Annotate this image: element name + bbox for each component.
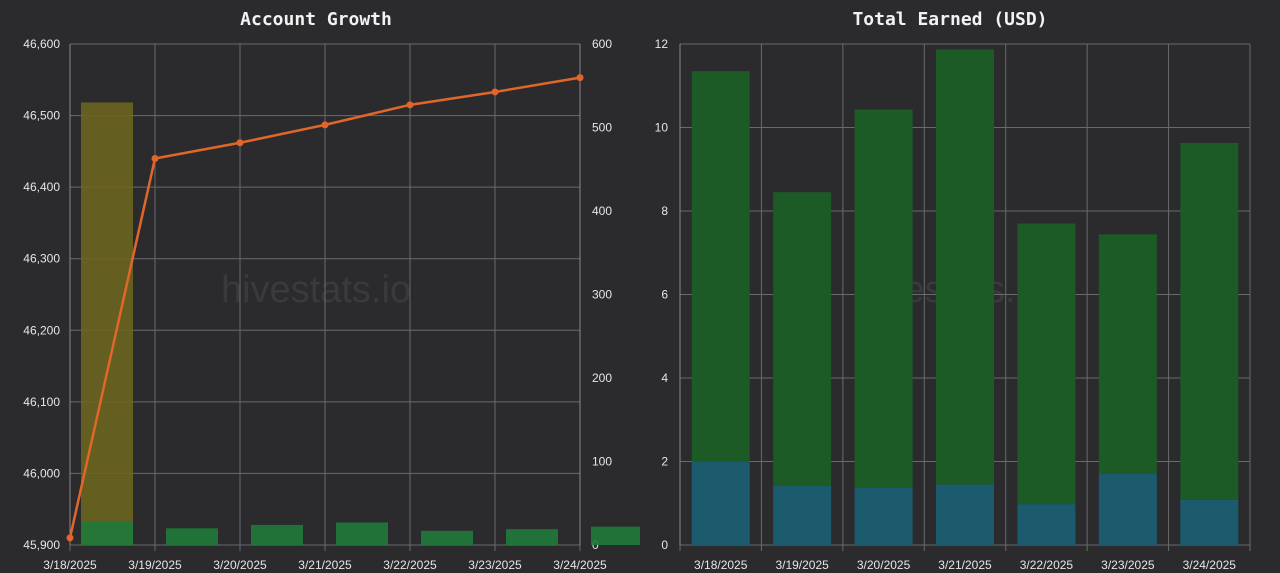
bar	[81, 521, 133, 545]
stacked-bar-segment	[1017, 223, 1076, 505]
stacked-bar-segment	[691, 461, 750, 545]
bar	[421, 530, 473, 545]
stacked-bar-segment	[1180, 142, 1239, 500]
bar	[336, 522, 388, 545]
y-right-tick-label: 200	[592, 371, 612, 385]
x-tick-label: 3/21/2025	[938, 558, 992, 572]
total-earned-chart: Total Earned (USD)hivestats.io0246810123…	[655, 9, 1251, 572]
y-tick-label: 12	[655, 37, 669, 51]
stacked-bar-segment	[1180, 499, 1239, 545]
y-tick-label: 8	[661, 204, 668, 218]
line-point	[66, 534, 74, 542]
chart-title: Total Earned (USD)	[852, 9, 1047, 30]
line-point	[491, 88, 499, 96]
line-point	[151, 155, 159, 163]
stacked-bar-segment	[773, 192, 832, 486]
y-left-tick-label: 46,100	[23, 395, 60, 409]
y-left-tick-label: 46,500	[23, 109, 60, 123]
x-tick-label: 3/23/2025	[468, 558, 522, 572]
stacked-bar-segment	[854, 109, 913, 488]
bar	[251, 524, 303, 545]
y-left-tick-label: 45,900	[23, 538, 60, 552]
y-tick-label: 6	[661, 288, 668, 302]
y-left-tick-label: 46,300	[23, 252, 60, 266]
y-right-tick-label: 100	[592, 455, 612, 469]
y-right-tick-label: 500	[592, 121, 612, 135]
stacked-bar-segment	[1098, 474, 1157, 545]
x-tick-label: 3/23/2025	[1101, 558, 1155, 572]
stacked-bar-segment	[1017, 504, 1076, 545]
bar	[166, 528, 218, 545]
stacked-bar-segment	[691, 71, 750, 462]
y-tick-label: 0	[661, 538, 668, 552]
stacked-bar-segment	[936, 484, 994, 545]
stacked-bar-segment	[936, 49, 994, 485]
y-right-tick-label: 400	[592, 204, 612, 218]
line-point	[236, 139, 244, 147]
y-tick-label: 10	[655, 121, 669, 135]
chart-title: Account Growth	[240, 9, 392, 30]
x-tick-label: 3/20/2025	[857, 558, 911, 572]
y-tick-label: 2	[661, 455, 668, 469]
x-tick-label: 3/24/2025	[1183, 558, 1237, 572]
x-tick-label: 3/24/2025	[553, 558, 607, 572]
x-tick-label: 3/19/2025	[128, 558, 182, 572]
y-right-tick-label: 300	[592, 288, 612, 302]
x-tick-label: 3/18/2025	[43, 558, 97, 572]
bar	[81, 102, 133, 545]
line-point	[406, 101, 414, 109]
x-tick-label: 3/22/2025	[383, 558, 437, 572]
x-tick-label: 3/18/2025	[694, 558, 748, 572]
y-tick-label: 4	[661, 371, 668, 385]
y-left-tick-label: 46,000	[23, 466, 60, 480]
stacked-bar-segment	[854, 487, 913, 545]
y-left-tick-label: 46,200	[23, 323, 60, 337]
watermark: hivestats.io	[221, 269, 411, 311]
bar	[591, 526, 640, 545]
account-growth-chart: Account Growth hivestats.io 45,900 46,000 46…	[23, 9, 640, 572]
y-right-tick-label: 600	[592, 37, 612, 51]
stacked-bar-segment	[773, 485, 832, 545]
x-tick-label: 3/19/2025	[775, 558, 829, 572]
stacked-bar-segment	[1098, 234, 1157, 475]
line-point	[576, 74, 584, 82]
x-tick-label: 3/20/2025	[213, 558, 267, 572]
y-left-tick-label: 46,400	[23, 180, 60, 194]
x-tick-label: 3/21/2025	[298, 558, 352, 572]
y-left-tick-label: 46,600	[23, 37, 60, 51]
x-tick-label: 3/22/2025	[1020, 558, 1074, 572]
bar	[506, 529, 558, 545]
line-point	[321, 121, 329, 129]
